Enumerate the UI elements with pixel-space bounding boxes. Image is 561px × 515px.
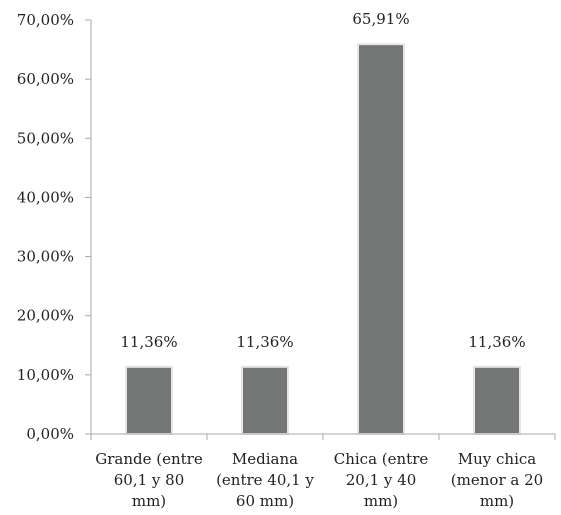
x-category-label: mm)	[132, 492, 166, 510]
x-category-label: (menor a 20	[451, 471, 543, 489]
x-category-label: mm)	[364, 492, 398, 510]
data-label: 11,36%	[468, 333, 525, 351]
data-label: 11,36%	[236, 333, 293, 351]
bar	[357, 43, 405, 436]
data-label: 11,36%	[120, 333, 177, 351]
y-tick-label: 20,00%	[17, 307, 74, 325]
y-tick-label: 60,00%	[17, 70, 74, 88]
x-category-label: Grande (entre	[95, 450, 203, 468]
bar	[473, 365, 521, 436]
data-label: 65,91%	[352, 10, 409, 28]
bar	[241, 365, 289, 436]
x-category-label: 60 mm)	[236, 492, 294, 510]
y-tick-label: 70,00%	[17, 11, 74, 29]
y-tick-label: 10,00%	[17, 366, 74, 384]
y-axis: 0,00% 10,00% 20,00% 30,00% 40,00% 50,00% 60,00…	[17, 11, 92, 443]
x-category-label: 20,1 y 40	[346, 471, 417, 489]
x-category-label: Mediana	[232, 450, 298, 468]
y-tick-label: 30,00%	[17, 248, 74, 266]
x-category-label: Chica (entre	[334, 450, 429, 468]
y-tick-label: 40,00%	[17, 188, 74, 206]
bar	[125, 365, 173, 436]
y-tick-label: 0,00%	[26, 425, 74, 443]
y-tick-label: 50,00%	[17, 129, 74, 147]
x-category-label: (entre 40,1 y	[216, 471, 314, 489]
x-axis: Grande (entre 60,1 y 80 mm) Mediana (entre 4…	[90, 433, 556, 510]
bars: 11,36% 11,36% 65,91% 11,36%	[120, 10, 526, 436]
x-category-label: Muy chica	[458, 450, 537, 468]
x-category-label: 60,1 y 80	[114, 471, 185, 489]
x-category-label: mm)	[480, 492, 514, 510]
